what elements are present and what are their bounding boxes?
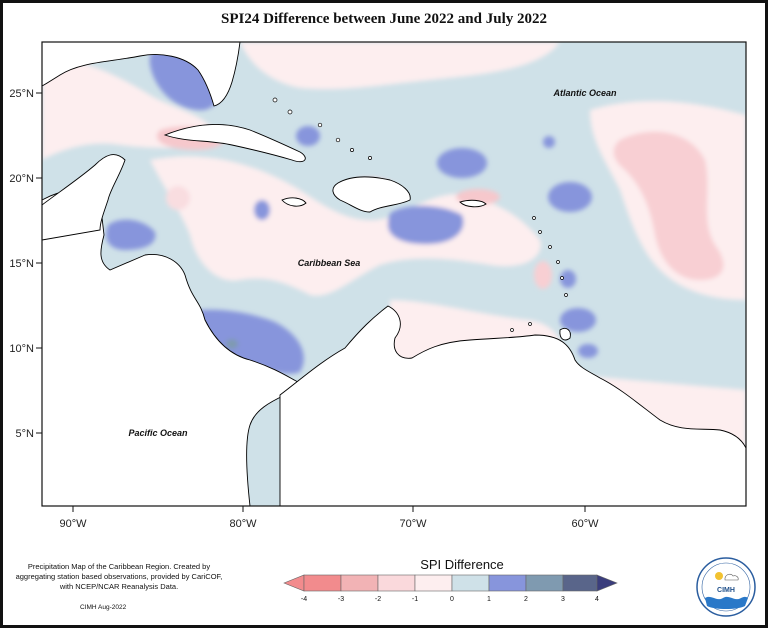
legend-tick: 4 <box>595 596 599 603</box>
legend-swatch-2 <box>340 574 379 592</box>
legend-tick-labels: -4 -3 -2 -1 0 1 2 3 4 <box>301 596 599 603</box>
pink-spot-antilles <box>534 261 552 289</box>
slate-spot-panama <box>226 339 238 349</box>
blue-blob-small <box>543 136 555 148</box>
legend-swatch-1 <box>303 574 342 592</box>
pink-region-central <box>150 156 541 296</box>
legend-tick: 1 <box>487 596 491 603</box>
cuba-land <box>163 124 306 163</box>
legend-swatch-8 <box>562 574 598 592</box>
logo-text: CIMH <box>717 587 735 594</box>
map-credit: CIMH Aug-2022 <box>80 604 127 611</box>
pink-region-north <box>240 42 560 90</box>
south-america-land <box>279 305 746 506</box>
blue-blob-atlantic-2 <box>548 182 592 212</box>
pink-spot-atlantic <box>613 131 724 280</box>
legend-tick: -4 <box>301 596 307 603</box>
legend-colorbar <box>283 574 618 592</box>
label-caribbean-sea: Caribbean Sea <box>298 258 361 268</box>
legend-tick: -2 <box>375 596 381 603</box>
lon-label-70w: 70°W <box>399 518 427 530</box>
jamaica-land <box>281 197 307 207</box>
blue-blob-atlantic-1 <box>437 148 487 178</box>
lat-label-5n: 5°N <box>16 428 35 440</box>
map-border <box>41 41 747 507</box>
blue-blob-south-hispaniola <box>388 205 464 245</box>
puerto-rico-land <box>459 199 487 208</box>
legend-tick: -3 <box>338 596 344 603</box>
cloud-icon <box>724 573 739 581</box>
legend-arrow-right <box>596 574 618 592</box>
blue-blob-jamaica <box>254 200 270 220</box>
legend-swatch-4 <box>414 574 453 592</box>
blue-blob-antilles-2 <box>560 270 576 288</box>
lat-axis <box>36 92 42 434</box>
yucatan-land <box>42 154 126 241</box>
island-dots <box>272 97 568 332</box>
label-atlantic-ocean: Atlantic Ocean <box>552 88 617 98</box>
central-america-land <box>42 190 299 506</box>
blue-blob-bahamas <box>296 126 320 146</box>
legend-tick: -1 <box>412 596 418 603</box>
blue-blob-trinidad <box>560 308 596 332</box>
lon-axis <box>72 506 586 512</box>
lat-label-20n: 20°N <box>9 173 34 185</box>
wave-icon <box>705 596 748 609</box>
lon-label-60w: 60°W <box>571 518 599 530</box>
land-outlines <box>42 42 746 506</box>
legend-swatch-6 <box>488 574 527 592</box>
trinidad-land <box>559 327 571 341</box>
legend-arrow-left <box>283 574 305 592</box>
label-pacific-ocean: Pacific Ocean <box>128 428 188 438</box>
lat-label-25n: 25°N <box>9 88 34 100</box>
hispaniola-land <box>332 176 411 213</box>
map-description: Precipitation Map of the Caribbean Regio… <box>15 562 223 591</box>
blue-blob-honduras <box>105 219 156 250</box>
lat-label-10n: 10°N <box>9 343 34 355</box>
map-title: SPI24 Difference between June 2022 and J… <box>221 11 547 27</box>
cimh-logo: CIMH <box>696 557 756 617</box>
legend-swatch-5 <box>451 574 490 592</box>
legend-title: SPI Difference <box>420 557 504 572</box>
legend-tick: 0 <box>450 596 454 603</box>
legend-swatch-7 <box>525 574 564 592</box>
legend-tick: 3 <box>561 596 565 603</box>
lon-label-80w: 80°W <box>229 518 257 530</box>
legend-tick: 2 <box>524 596 528 603</box>
lat-label-15n: 15°N <box>9 258 34 270</box>
legend-swatch-3 <box>377 574 416 592</box>
pink-spot-yucatan <box>166 186 190 210</box>
lon-label-90w: 90°W <box>59 518 87 530</box>
blue-blob-tobago <box>578 344 598 358</box>
florida-land <box>42 42 241 107</box>
sun-icon <box>715 572 723 580</box>
